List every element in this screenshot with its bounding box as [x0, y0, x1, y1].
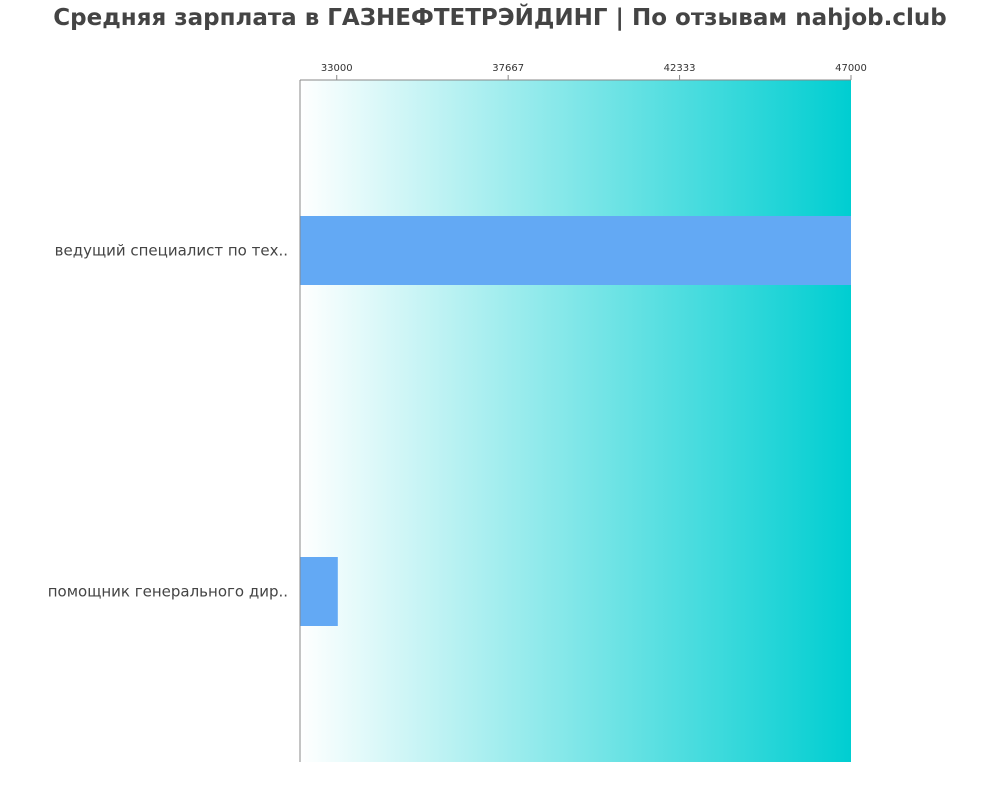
category-label: помощник генерального дир.. — [48, 583, 288, 601]
chart-title: Средняя зарплата в ГАЗНЕФТЕТРЭЙДИНГ | По… — [53, 5, 947, 31]
x-tick-label: 42333 — [664, 63, 696, 74]
x-tick-label: 37667 — [492, 63, 524, 74]
category-label: ведущий специалист по тех.. — [55, 242, 288, 260]
plot-background — [300, 80, 851, 762]
x-tick-label: 33000 — [321, 63, 353, 74]
bar — [300, 557, 338, 626]
x-tick-label: 47000 — [835, 63, 867, 74]
bar — [300, 216, 851, 285]
